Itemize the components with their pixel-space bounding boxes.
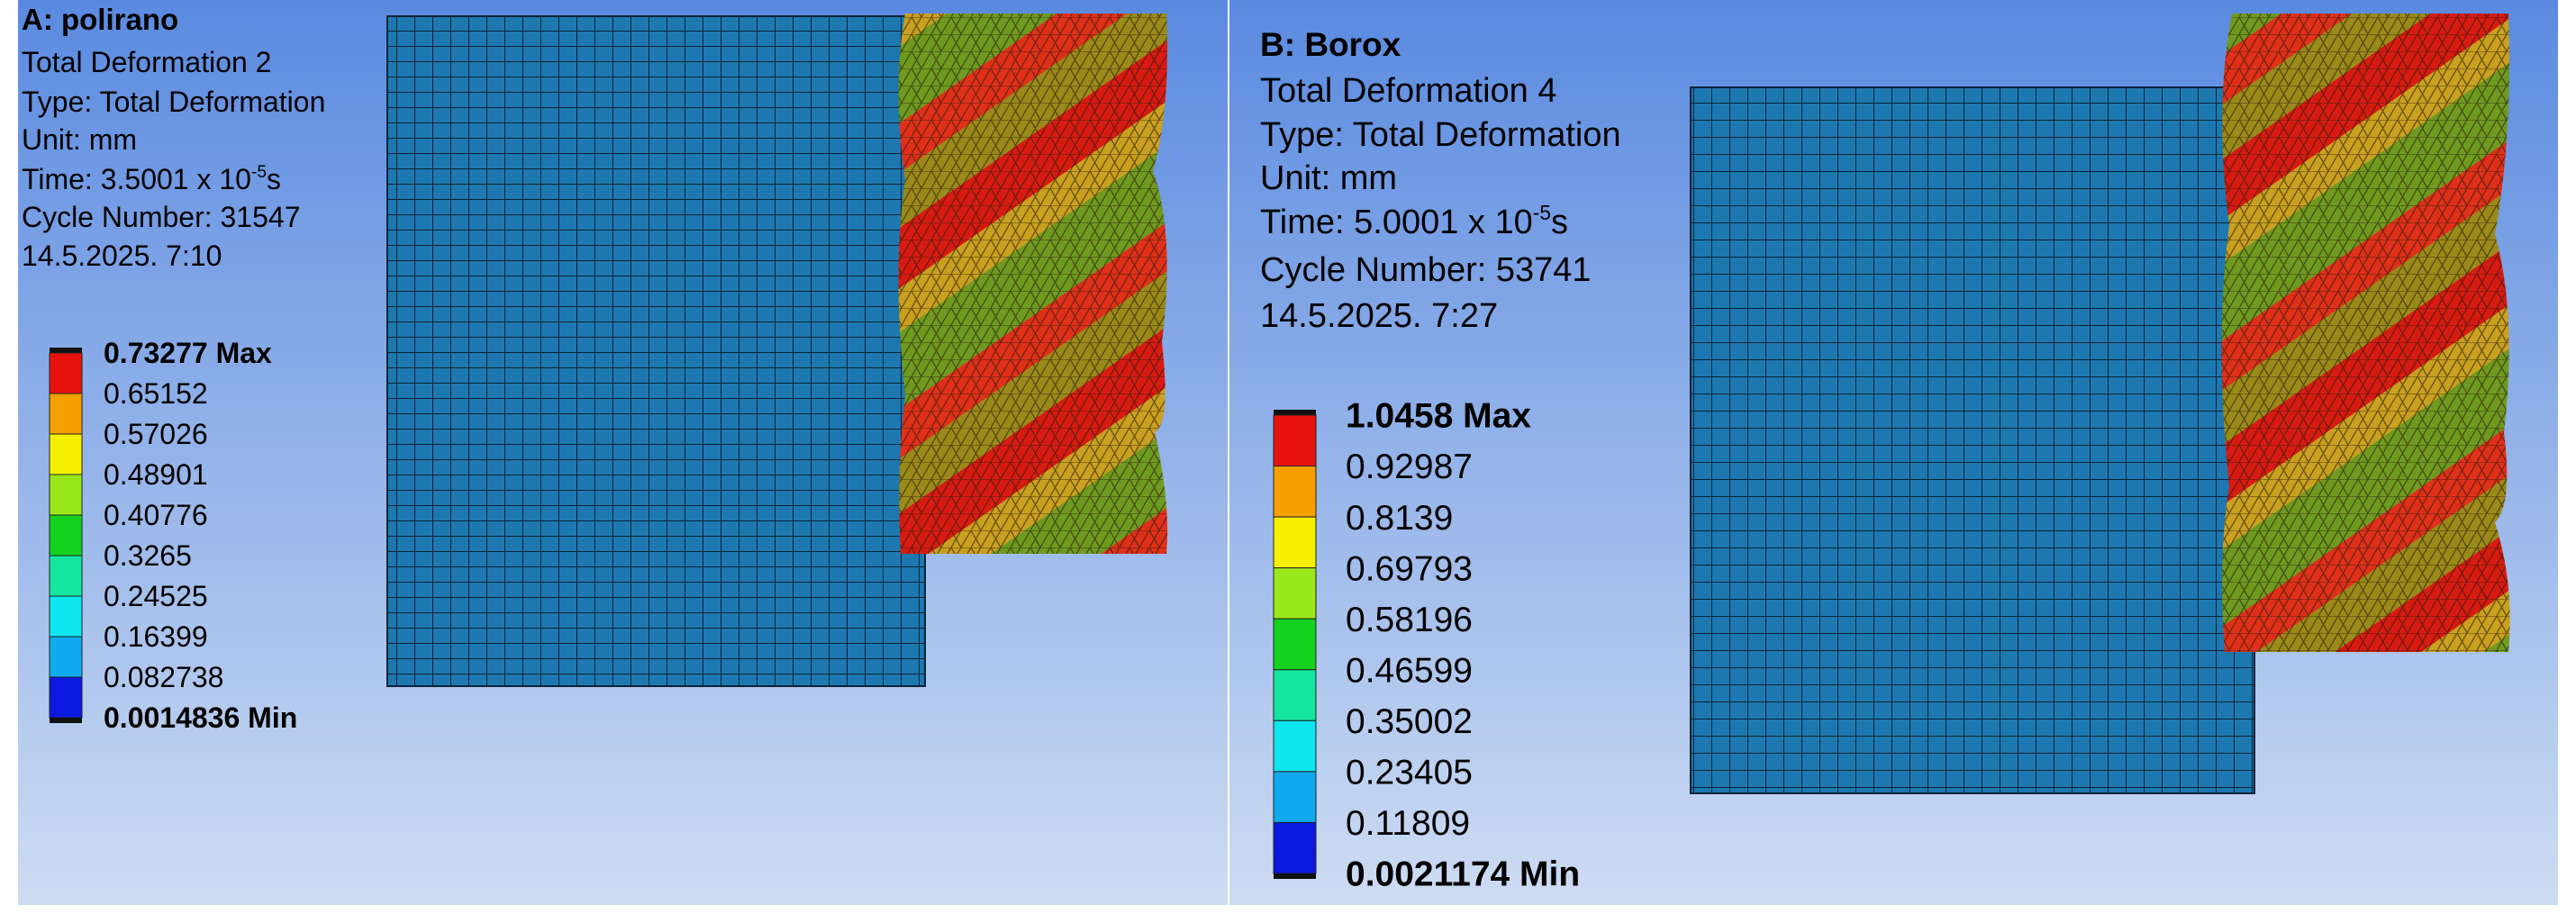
date-info: 14.5.2025. 7:27 [1260, 297, 1498, 335]
legend-label: 0.0014836 Min [104, 701, 297, 734]
panel-title: A: polirano [22, 3, 178, 36]
legend-band [49, 636, 83, 678]
legend-band [49, 595, 83, 638]
legend-label: 0.11809 [1346, 804, 1470, 843]
cycle-info: Cycle Number: 53741 [1260, 251, 1592, 289]
time-value: Time: 5.0001 x 10 [1260, 204, 1533, 241]
unit-info: Unit: mm [22, 123, 137, 156]
legend-cap [1274, 410, 1316, 415]
legend-band [1273, 719, 1317, 773]
legend-label: 0.48901 [104, 458, 208, 491]
legend-label: 1.0458 Max [1346, 397, 1531, 436]
legend-label: 0.58196 [1346, 601, 1473, 639]
legend-label: 0.46599 [1346, 651, 1473, 690]
time-value: Time: 3.5001 x 10 [22, 163, 251, 195]
time-unit: s [1551, 204, 1568, 241]
time-exponent: -5 [1533, 201, 1551, 224]
time-unit: s [267, 163, 281, 195]
legend-band [1273, 618, 1317, 671]
legend-band [1273, 414, 1317, 467]
unit-info: Unit: mm [1260, 159, 1397, 197]
result-panel: B: Borox Total Deformation 4 Type: Total D… [1260, 26, 1621, 894]
legend-cap [50, 348, 82, 353]
date-info: 14.5.2025. 7:10 [22, 240, 222, 272]
legend-label: 0.3265 [104, 539, 192, 572]
time-exponent: -5 [251, 163, 267, 182]
legend-label: 0.23405 [1346, 754, 1473, 792]
color-legend: 1.0458 Max 0.92987 0.8139 0.69793 0.58196 0.4… [1273, 397, 1580, 894]
legend-band [1273, 669, 1317, 721]
result-info: Total Deformation 4 [1260, 72, 1557, 110]
legend-band [49, 514, 83, 557]
color-legend: 0.73277 Max 0.65152 0.57026 0.48901 0.40776 0… [49, 337, 297, 734]
legend-cap [1274, 873, 1316, 879]
result-info: Total Deformation 2 [22, 46, 271, 78]
legend-band [1273, 516, 1317, 569]
legend-band [1273, 466, 1317, 518]
time-info: Time: 5.0001 x 10-5s [1260, 201, 1568, 241]
legend-label: 0.8139 [1346, 499, 1453, 538]
workpiece-mesh [1690, 86, 2255, 794]
legend-label: 0.65152 [104, 377, 208, 410]
legend-band [1273, 821, 1317, 874]
type-info: Type: Total Deformation [22, 86, 325, 118]
legend-band [49, 393, 83, 435]
legend-cap [50, 718, 82, 723]
legend-band [1273, 771, 1317, 823]
legend-label: 0.40776 [104, 499, 208, 531]
legend-band [49, 433, 83, 475]
legend-band [49, 676, 83, 719]
legend-label: 0.92987 [1346, 448, 1473, 486]
workpiece-mesh [386, 15, 926, 687]
legend-label: 0.57026 [104, 418, 208, 450]
legend-band [49, 555, 83, 597]
result-panel: A: polirano Total Deformation 2 Type: Tota… [22, 3, 325, 734]
cycle-info: Cycle Number: 31547 [22, 201, 300, 233]
legend-band [1273, 567, 1317, 620]
legend-label: 0.24525 [104, 580, 208, 612]
legend-band [49, 474, 83, 516]
panel-title: B: Borox [1260, 26, 1401, 63]
legend-label: 0.73277 Max [104, 337, 272, 369]
legend-label: 0.082738 [104, 661, 223, 693]
legend-label: 0.69793 [1346, 549, 1473, 588]
type-info: Type: Total Deformation [1260, 116, 1621, 154]
tool [898, 14, 1168, 554]
legend-label: 0.35002 [1346, 702, 1473, 741]
legend-label: 0.0021174 Min [1346, 855, 1580, 894]
tool [2221, 14, 2510, 652]
legend-label: 0.16399 [104, 620, 208, 653]
legend-band [49, 352, 83, 394]
time-info: Time: 3.5001 x 10-5s [22, 163, 281, 195]
